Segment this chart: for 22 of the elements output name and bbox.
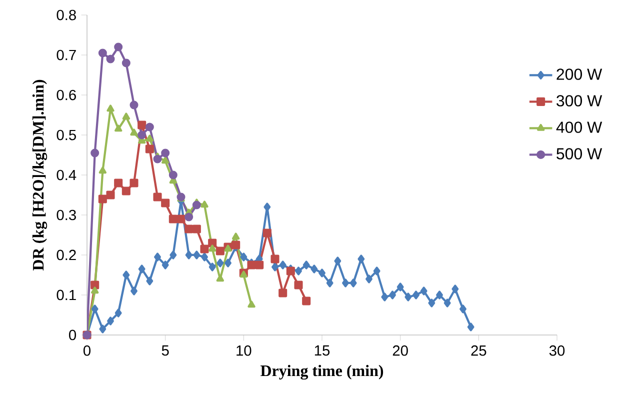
y-tick-label: 0.5 bbox=[56, 130, 76, 140]
x-axis-title: Drying time (min) bbox=[260, 364, 384, 380]
x-tick-label: 25 bbox=[471, 345, 486, 356]
y-tick-label: 0 bbox=[69, 330, 76, 340]
legend-label: 400 W bbox=[556, 122, 602, 133]
legend-label: 500 W bbox=[556, 148, 602, 160]
legend-label: 200 W bbox=[556, 68, 602, 80]
y-axis-title: DR (kg [H2O]/kg[DM].min) bbox=[32, 80, 48, 270]
x-tick-label: 0 bbox=[83, 345, 90, 356]
y-tick-label: 0.4 bbox=[56, 170, 76, 180]
legend-label: 300 W bbox=[556, 95, 602, 106]
x-tick-label: 10 bbox=[236, 345, 252, 356]
y-tick-label: 0.1 bbox=[56, 290, 76, 300]
y-tick-label: 0.8 bbox=[56, 10, 76, 20]
x-tick-label: 30 bbox=[549, 345, 565, 356]
y-tick-label: 0.7 bbox=[56, 50, 76, 60]
y-tick-label: 0.6 bbox=[56, 90, 76, 100]
x-tick-label: 5 bbox=[162, 345, 169, 356]
x-tick-label: 20 bbox=[392, 345, 408, 356]
x-tick-label: 15 bbox=[314, 345, 330, 356]
y-tick-label: 0.2 bbox=[56, 250, 76, 260]
y-tick-label: 0.3 bbox=[56, 210, 76, 220]
